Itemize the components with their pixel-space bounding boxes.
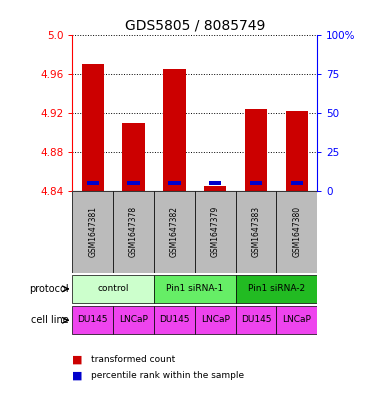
Text: transformed count: transformed count xyxy=(91,355,175,364)
Bar xyxy=(154,306,195,334)
Text: GSM1647379: GSM1647379 xyxy=(211,206,220,257)
Bar xyxy=(195,191,236,273)
Bar xyxy=(72,275,154,303)
Text: percentile rank within the sample: percentile rank within the sample xyxy=(91,371,244,380)
Bar xyxy=(86,181,99,185)
Text: DU145: DU145 xyxy=(78,315,108,324)
Text: cell line: cell line xyxy=(31,315,69,325)
Bar xyxy=(127,181,140,185)
Bar xyxy=(163,69,186,191)
Bar xyxy=(236,275,317,303)
Title: GDS5805 / 8085749: GDS5805 / 8085749 xyxy=(125,19,265,33)
Text: GSM1647383: GSM1647383 xyxy=(252,206,260,257)
Bar xyxy=(168,181,181,185)
Bar xyxy=(154,191,195,273)
Bar xyxy=(195,306,236,334)
Bar xyxy=(82,64,104,191)
Text: GSM1647378: GSM1647378 xyxy=(129,206,138,257)
Bar xyxy=(236,306,276,334)
Text: GSM1647381: GSM1647381 xyxy=(88,206,97,257)
Text: protocol: protocol xyxy=(29,284,69,294)
Bar xyxy=(113,191,154,273)
Text: LNCaP: LNCaP xyxy=(201,315,230,324)
Text: ■: ■ xyxy=(72,370,83,380)
Text: DU145: DU145 xyxy=(159,315,190,324)
Text: LNCaP: LNCaP xyxy=(282,315,311,324)
Bar xyxy=(236,191,276,273)
Bar xyxy=(154,275,236,303)
Bar xyxy=(250,181,262,185)
Bar xyxy=(209,181,221,185)
Text: Pin1 siRNA-2: Pin1 siRNA-2 xyxy=(248,284,305,293)
Bar xyxy=(72,306,113,334)
Bar xyxy=(290,181,303,185)
Text: control: control xyxy=(98,284,129,293)
Text: ■: ■ xyxy=(72,354,83,365)
Bar xyxy=(276,306,317,334)
Text: GSM1647382: GSM1647382 xyxy=(170,206,179,257)
Bar xyxy=(245,109,267,191)
Bar xyxy=(72,191,113,273)
Text: Pin1 siRNA-1: Pin1 siRNA-1 xyxy=(166,284,223,293)
Bar xyxy=(204,186,226,191)
Text: GSM1647380: GSM1647380 xyxy=(292,206,301,257)
Bar xyxy=(286,111,308,191)
Bar xyxy=(113,306,154,334)
Text: LNCaP: LNCaP xyxy=(119,315,148,324)
Text: DU145: DU145 xyxy=(241,315,271,324)
Bar xyxy=(122,123,145,191)
Bar xyxy=(276,191,317,273)
